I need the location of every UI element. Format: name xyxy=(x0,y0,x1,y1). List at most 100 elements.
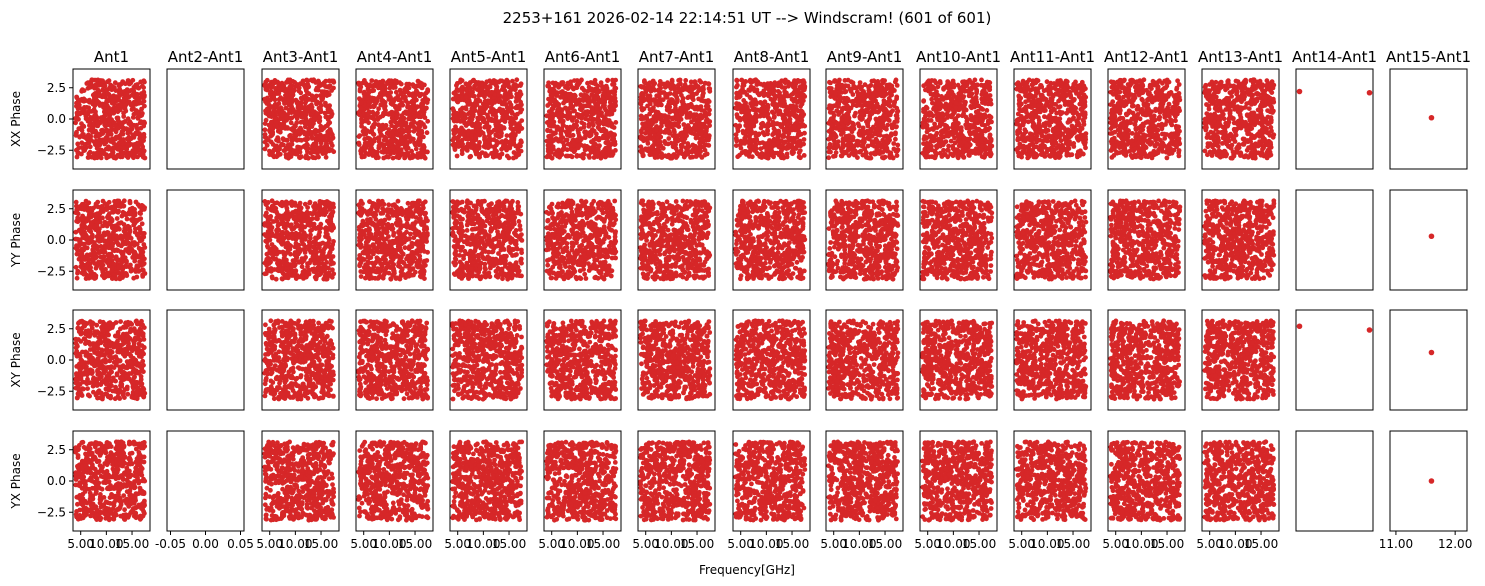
scatter-point xyxy=(772,101,778,106)
scatter-point xyxy=(133,85,139,90)
scatter-point xyxy=(690,93,696,98)
scatter-point xyxy=(694,150,699,156)
scatter-point xyxy=(278,82,284,88)
scatter-point xyxy=(264,106,270,112)
scatter-point xyxy=(284,100,290,106)
scatter-point xyxy=(411,128,417,134)
scatter-point xyxy=(361,132,367,137)
scatter-point xyxy=(576,133,582,139)
scatter-point xyxy=(698,112,704,118)
scatter-point xyxy=(802,130,807,136)
scatter-point xyxy=(894,83,900,88)
scatter-point xyxy=(834,121,840,127)
scatter-point xyxy=(287,115,293,121)
scatter-point xyxy=(877,132,883,138)
scatter-point xyxy=(262,96,267,102)
scatter-point xyxy=(833,134,839,140)
scatter-point xyxy=(794,135,800,140)
scatter-point xyxy=(647,129,652,135)
scatter-point xyxy=(106,153,111,159)
scatter-point xyxy=(497,154,502,160)
scatter-point xyxy=(658,82,664,88)
scatter-point xyxy=(663,141,668,147)
scatter-point xyxy=(883,86,888,92)
scatter-point xyxy=(92,113,97,119)
scatter-point xyxy=(512,86,517,91)
scatter-point xyxy=(564,124,570,130)
scatter-point xyxy=(359,100,364,106)
scatter-point xyxy=(458,107,463,113)
scatter-point xyxy=(477,105,483,111)
scatter-point xyxy=(417,141,423,146)
scatter-point xyxy=(128,136,134,141)
scatter-point xyxy=(743,79,748,84)
scatter-point xyxy=(797,155,803,161)
scatter-point xyxy=(877,149,883,154)
scatter-point xyxy=(670,124,675,130)
scatter-point xyxy=(472,86,478,91)
scatter-point xyxy=(137,152,143,158)
scatter-point xyxy=(405,110,411,115)
scatter-point xyxy=(881,91,887,96)
scatter-point xyxy=(412,114,418,120)
scatter-point xyxy=(93,95,99,101)
scatter-point xyxy=(281,120,287,125)
scatter-point xyxy=(357,96,362,101)
scatter-point xyxy=(689,84,694,89)
scatter-point xyxy=(274,124,280,130)
scatter-point xyxy=(690,154,696,160)
scatter-point xyxy=(366,89,372,95)
scatter-point xyxy=(851,152,857,158)
scatter-point xyxy=(798,108,804,114)
scatter-point xyxy=(831,154,836,159)
scatter-point xyxy=(480,130,486,136)
scatter-point xyxy=(357,86,363,92)
scatter-point xyxy=(113,107,119,113)
scatter-point xyxy=(656,87,662,92)
scatter-point xyxy=(459,78,465,84)
scatter-point xyxy=(763,154,768,160)
scatter-point xyxy=(302,131,308,137)
scatter-point xyxy=(323,142,329,148)
scatter-point xyxy=(684,115,690,120)
scatter-point xyxy=(318,140,324,146)
scatter-point xyxy=(893,136,898,142)
scatter-point xyxy=(775,89,781,94)
column-title: Ant8-Ant1 xyxy=(734,48,809,66)
scatter-point xyxy=(555,124,560,130)
scatter-point xyxy=(392,138,397,144)
scatter-point xyxy=(87,149,93,155)
scatter-point xyxy=(883,113,888,118)
scatter-point xyxy=(453,93,459,99)
scatter-point xyxy=(299,154,304,160)
scatter-point xyxy=(519,102,524,108)
scatter-point xyxy=(284,91,289,97)
scatter-point xyxy=(753,77,759,83)
scatter-point xyxy=(613,148,618,153)
scatter-point xyxy=(454,153,460,159)
scatter-point xyxy=(741,139,747,145)
scatter-point xyxy=(835,84,841,90)
scatter-point xyxy=(692,79,698,85)
scatter-point xyxy=(571,148,577,154)
scatter-point xyxy=(283,114,289,120)
scatter-point xyxy=(549,110,555,116)
scatter-point xyxy=(746,87,752,93)
scatter-point xyxy=(784,90,789,96)
scatter-point xyxy=(741,98,747,103)
scatter-point xyxy=(766,116,772,122)
scatter-point xyxy=(425,118,431,124)
scatter-point xyxy=(369,78,375,83)
scatter-point xyxy=(650,121,655,127)
scatter-point xyxy=(597,111,602,117)
scatter-point xyxy=(662,84,668,90)
scatter-point xyxy=(586,117,591,123)
scatter-point xyxy=(590,122,596,128)
scatter-point xyxy=(289,95,294,101)
scatter-point xyxy=(791,124,797,130)
scatter-point xyxy=(680,85,686,91)
scatter-point xyxy=(460,141,465,147)
scatter-point xyxy=(296,129,302,135)
scatter-point xyxy=(702,152,708,158)
